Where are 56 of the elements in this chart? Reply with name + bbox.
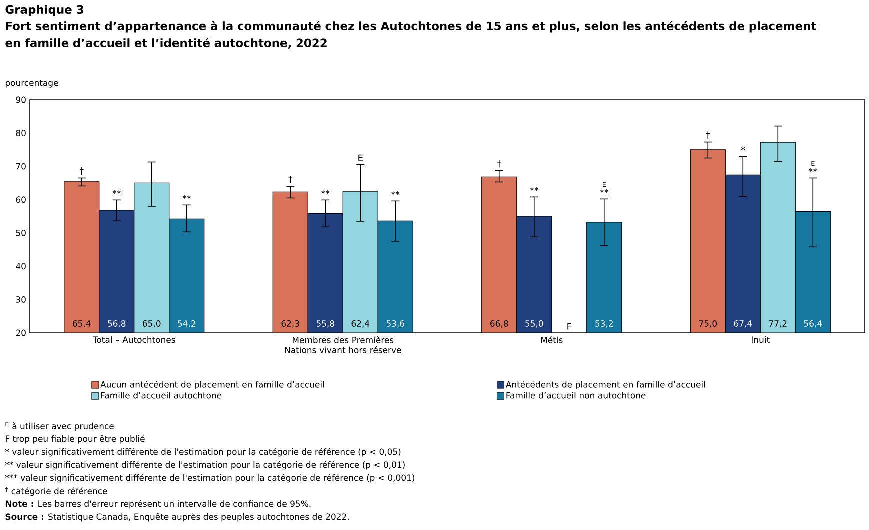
- y-tick-label: 70: [16, 163, 26, 170]
- data-label: 75,0: [699, 320, 717, 328]
- annotation: **: [112, 190, 122, 194]
- annotation: **: [808, 168, 818, 172]
- legend-label: Antécédents de placement en famille d’accueil: [506, 380, 706, 390]
- annotation: **: [530, 187, 539, 192]
- data-label: 56,8: [108, 320, 126, 328]
- annotation: †: [80, 168, 84, 176]
- data-label: 66,8: [490, 320, 508, 328]
- y-tick-label: 50: [16, 230, 26, 236]
- y-tick-label: 30: [16, 296, 26, 303]
- data-label: 62,3: [282, 320, 300, 328]
- text: ** valeur significativement différente de l'estimation pour la catégorie de référence (p < 0,01): [5, 461, 405, 470]
- data-label: 53,6: [386, 320, 405, 328]
- x-tick-label: Total – Autochtones: [92, 336, 176, 344]
- legend-label: Famille d’accueil non autochtone: [506, 392, 646, 399]
- text: $^{†}$ catégorie de référence: [5, 487, 108, 496]
- text: F trop peu fiable pour être publié: [6, 435, 145, 444]
- data-label: 55,8: [316, 320, 334, 328]
- y-tick-label: 40: [16, 263, 26, 270]
- annotation: **: [321, 190, 330, 194]
- x-tick-label: Métis: [541, 336, 563, 344]
- data-label: 54,2: [178, 320, 196, 328]
- data-label: 62,4: [352, 320, 370, 328]
- data-label: 77,2: [769, 320, 787, 328]
- data-label: 65,0: [143, 320, 161, 328]
- x-tick-label: Inuit: [752, 336, 770, 344]
- y-tick-label: 20: [16, 330, 26, 336]
- annotation: E: [358, 154, 363, 162]
- chart-title: Graphique 3: [6, 5, 84, 16]
- y-tick-label: 60: [16, 196, 26, 204]
- data-label: 53,2: [596, 320, 613, 328]
- legend-label: Aucun antécédent de placement en famille d’accueil: [100, 380, 324, 390]
- annotation: †: [706, 132, 710, 140]
- annotation: **: [182, 195, 192, 200]
- data-label: 55,0: [526, 320, 544, 328]
- text: Note : Les barres d'erreur représent un intervalle de confiance de 95%.: [6, 500, 311, 509]
- text: Source : Statistique Canada, Enquête auprès des peuples autochtones de 2022.: [6, 513, 349, 522]
- chart-subtitle: Fort sentiment d’appartenance à la communauté chez les Autochtones de 15 ans et plus, selon les antécédents de placement en famille d’accueil et l’identité autochtone, 2022: [6, 21, 816, 49]
- annotation: **: [600, 189, 609, 194]
- text: * valeur significativement différente de l'estimation pour la catégorie de référence (p < 0,05): [5, 448, 401, 457]
- annotation: †: [497, 160, 502, 168]
- data-label: 65,4: [73, 320, 91, 328]
- text: *** valeur significativement différente de l'estimation pour la catégorie de référence (p < 0,001): [5, 474, 415, 483]
- annotation: **: [391, 191, 400, 196]
- annotation: *: [741, 146, 746, 151]
- y-axis-title: pourcentage: [6, 80, 58, 88]
- y-tick-label: 80: [16, 130, 26, 136]
- annotation: F: [568, 323, 572, 330]
- y-tick-label: 90: [16, 96, 26, 104]
- x-tick-label: Membres des Premières Nations vivant hors réserve: [285, 336, 402, 354]
- data-label: 67,4: [734, 320, 752, 328]
- legend-label: Famille d’accueil autochtone: [101, 392, 222, 399]
- data-label: 56,4: [804, 320, 822, 328]
- annotation: †: [288, 176, 293, 184]
- text: $^{E}$ à utiliser avec prudence: [6, 422, 114, 432]
